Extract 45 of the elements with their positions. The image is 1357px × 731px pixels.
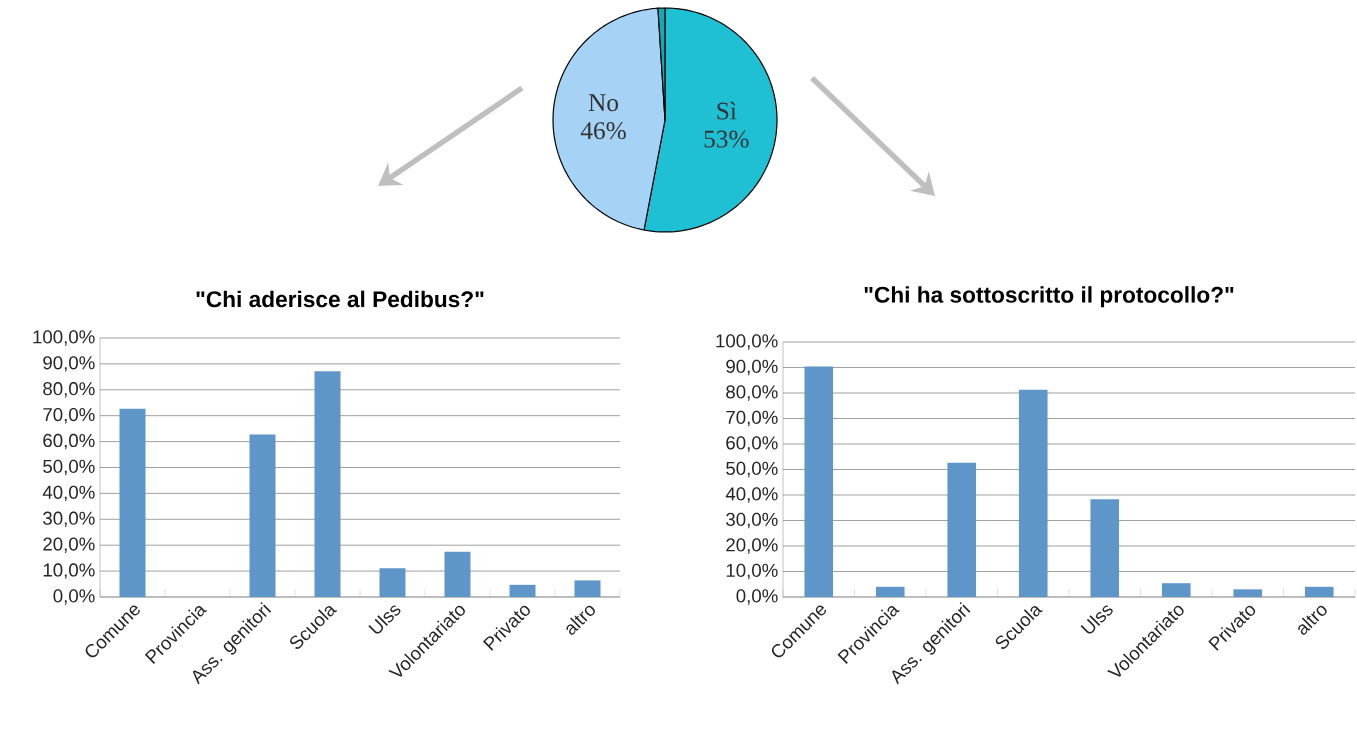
bar	[509, 584, 536, 597]
bar	[1233, 589, 1263, 597]
bar	[947, 462, 977, 597]
bar	[804, 366, 834, 597]
chart-title: "Chi ha sottoscritto il protocollo?"	[864, 286, 1234, 308]
bar	[1161, 583, 1191, 597]
y-tick-label: 10,0%	[43, 563, 95, 579]
bar	[1304, 586, 1334, 597]
y-tick-label: 0,0%	[736, 589, 778, 605]
y-tick-label: 20,0%	[726, 538, 778, 554]
y-tick-label: 70,0%	[726, 410, 778, 427]
y-tick-label: 80,0%	[43, 382, 95, 398]
bar	[249, 434, 276, 597]
bar	[444, 551, 471, 597]
bar	[574, 580, 601, 597]
y-tick-label: 70,0%	[43, 407, 95, 424]
y-tick-label: 90,0%	[726, 359, 778, 376]
bar	[119, 408, 146, 597]
bar	[875, 586, 905, 597]
data-label: 46%	[580, 122, 626, 140]
y-tick-label: 20,0%	[43, 537, 95, 553]
y-tick-label: 100,0%	[33, 330, 95, 346]
slice-label: Sì	[717, 101, 737, 120]
y-tick-label: 40,0%	[42, 485, 95, 502]
y-tick-label: 50,0%	[726, 461, 778, 478]
y-tick-label: 60,0%	[43, 433, 95, 450]
y-tick-label: 90,0%	[43, 356, 95, 372]
x-tick-label: altro	[1298, 605, 1327, 635]
y-tick-label: 50,0%	[43, 459, 95, 476]
bar	[1090, 499, 1120, 597]
y-tick-label: 100,0%	[716, 334, 778, 350]
bar	[314, 371, 341, 597]
chart-title: "Chi aderisce al Pedibus?"	[196, 290, 484, 308]
bar	[1018, 389, 1048, 597]
y-tick-label: 40,0%	[725, 487, 778, 503]
y-tick-label: 10,0%	[726, 563, 778, 580]
y-tick-label: 0,0%	[53, 589, 95, 605]
slice-label: No	[588, 94, 619, 112]
y-tick-label: 30,0%	[726, 512, 778, 529]
x-tick-label: altro	[566, 605, 595, 635]
y-tick-label: 80,0%	[726, 385, 778, 401]
y-tick-label: 60,0%	[726, 436, 778, 452]
bar	[379, 568, 406, 597]
y-tick-label: 30,0%	[43, 511, 95, 527]
data-label: 53%	[704, 130, 749, 148]
